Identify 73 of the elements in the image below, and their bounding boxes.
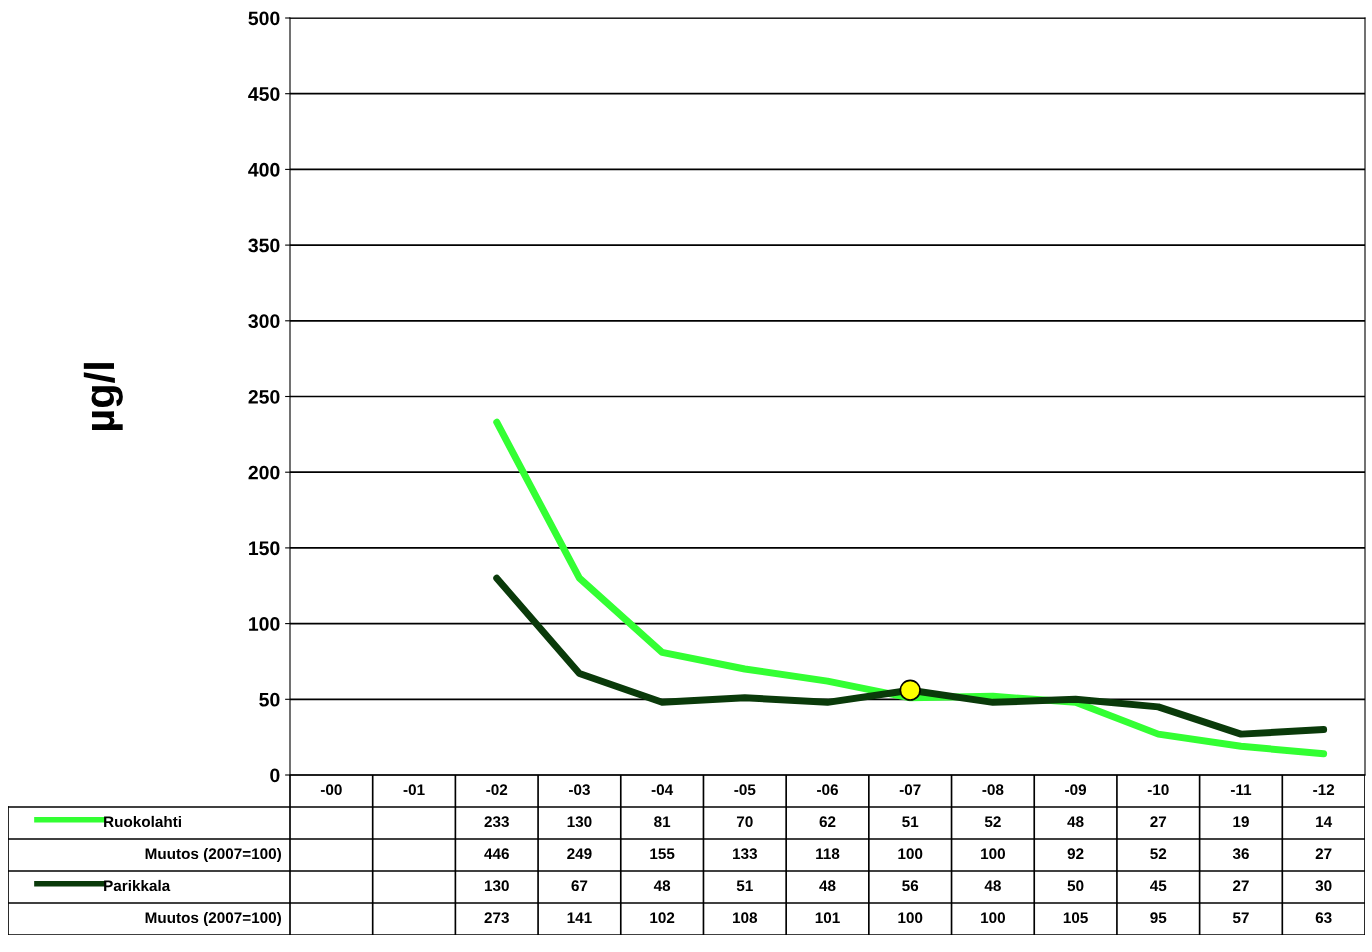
x-tick-label: -03 xyxy=(568,784,590,796)
y-tick-label: 100 xyxy=(249,617,280,631)
data-label: 67 xyxy=(571,880,588,892)
x-tick-label: -11 xyxy=(1230,784,1252,795)
data-label: 48 xyxy=(819,880,836,892)
legend-label: Parikkala xyxy=(104,879,171,892)
text: 52 xyxy=(1150,848,1167,860)
text: 100 xyxy=(898,848,923,860)
data-label: 233 xyxy=(484,816,509,828)
data-label: 48 xyxy=(653,880,671,892)
data-label: 81 xyxy=(654,816,671,828)
text: 133 xyxy=(733,848,757,860)
x-tick-label: -00 xyxy=(320,784,342,796)
text: 95 xyxy=(1150,912,1167,924)
text: 446 xyxy=(484,848,509,860)
x-tick-label: -08 xyxy=(982,784,1004,796)
x-tick-label: -12 xyxy=(1313,784,1335,795)
text: 100 xyxy=(981,912,1005,924)
text: 141 xyxy=(567,912,592,923)
y-tick-label: 250 xyxy=(248,389,280,404)
text: 101 xyxy=(815,912,840,924)
text: 27 xyxy=(1315,848,1332,859)
x-tick-label: -02 xyxy=(486,784,508,796)
data-label: 52 xyxy=(984,816,1001,828)
data-label: 48 xyxy=(984,880,1001,892)
data-label: 14 xyxy=(1316,816,1333,827)
text: 36 xyxy=(1232,848,1249,860)
y-tick-label: 150 xyxy=(249,541,280,556)
y-tick-label: 200 xyxy=(248,465,280,480)
data-label: 30 xyxy=(1315,880,1332,892)
text: Muutos (2007=100) xyxy=(145,911,281,927)
text: 63 xyxy=(1315,912,1332,924)
x-tick-label: -06 xyxy=(817,784,838,796)
text: 57 xyxy=(1232,912,1249,924)
text: 100 xyxy=(981,848,1005,860)
data-label: 70 xyxy=(736,816,753,828)
data-label: 50 xyxy=(1067,880,1084,892)
x-tick-label: -04 xyxy=(651,784,674,796)
text: Muutos (2007=100) xyxy=(145,847,281,863)
data-label: 45 xyxy=(1150,880,1167,892)
y-tick-label: 350 xyxy=(248,238,280,253)
x-tick-label: -09 xyxy=(1065,784,1087,796)
y-tick-label: 400 xyxy=(248,162,280,177)
text: 249 xyxy=(567,848,592,860)
data-label: 48 xyxy=(1067,816,1084,828)
x-tick-label: -10 xyxy=(1147,784,1169,796)
text: 102 xyxy=(650,912,675,924)
text: 155 xyxy=(650,848,675,860)
data-label: 56 xyxy=(902,880,919,892)
data-label: 130 xyxy=(567,816,592,828)
x-tick-label: -07 xyxy=(899,784,921,796)
text: 273 xyxy=(484,912,509,924)
text: 92 xyxy=(1067,848,1084,860)
y-tick-label: 50 xyxy=(259,692,280,707)
x-tick-label: -01 xyxy=(403,784,425,796)
y-tick-label: 0 xyxy=(270,768,280,783)
data-label: 51 xyxy=(902,816,919,828)
y-axis-title: µg/l xyxy=(83,363,123,431)
y-tick-label: 500 xyxy=(248,11,280,26)
data-label: 62 xyxy=(819,816,836,828)
x-tick-label: -05 xyxy=(734,784,756,796)
data-label: 27 xyxy=(1233,880,1249,891)
text: 108 xyxy=(733,912,758,924)
y-tick-label: 300 xyxy=(248,314,280,329)
text: 100 xyxy=(898,912,923,924)
data-label: 51 xyxy=(736,880,753,892)
text: 118 xyxy=(816,848,840,860)
text: 105 xyxy=(1063,912,1088,924)
y-tick-label: 450 xyxy=(248,87,280,101)
legend-label: Ruokolahti xyxy=(104,815,181,828)
data-label: 27 xyxy=(1150,816,1167,827)
data-label: 130 xyxy=(484,880,509,892)
data-label: 19 xyxy=(1233,816,1249,828)
